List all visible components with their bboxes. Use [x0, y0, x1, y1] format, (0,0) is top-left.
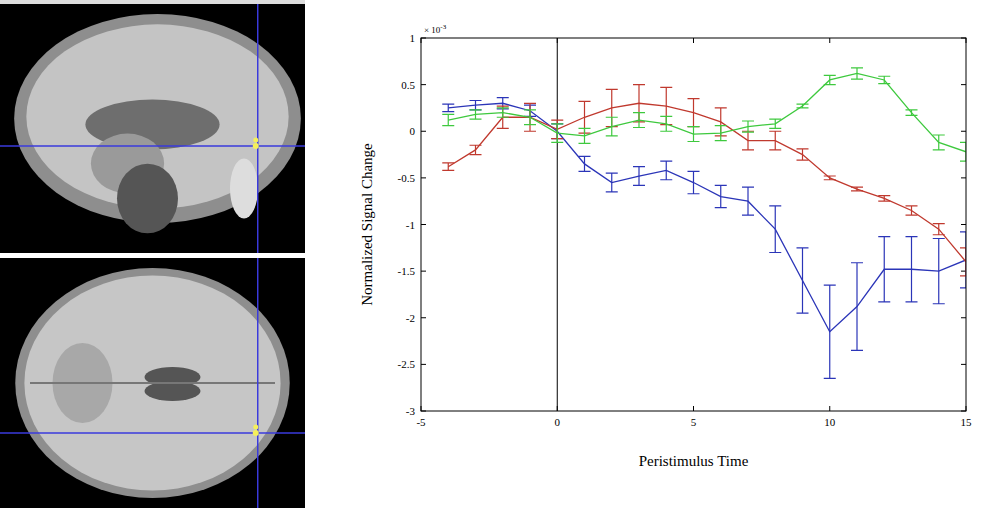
y-tick [421, 317, 426, 318]
error-bar [715, 126, 727, 141]
y-tick-right [961, 224, 966, 225]
error-bar [769, 206, 781, 253]
error-bar [688, 99, 700, 127]
error-bar [606, 117, 618, 136]
y-exponent: × 10-3 [424, 23, 447, 35]
y-tick-label: -2.5 [398, 358, 416, 370]
error-bar [470, 145, 482, 154]
x-tick-top [693, 38, 694, 43]
error-bar [824, 75, 836, 84]
plot-area [421, 38, 966, 411]
error-bar [960, 142, 966, 161]
y-tick-right [961, 84, 966, 85]
x-tick-top [829, 38, 830, 43]
sagittal-slice [0, 4, 305, 253]
error-bar [851, 263, 863, 351]
error-bar [742, 187, 754, 215]
y-tick [421, 84, 426, 85]
reference-line [557, 38, 558, 411]
y-tick-label: 0.5 [401, 79, 415, 91]
error-bar [824, 176, 836, 180]
series-line [448, 103, 966, 262]
error-bar [660, 116, 672, 131]
error-bar [497, 106, 509, 128]
error-bar [579, 156, 591, 171]
error-bar [688, 127, 700, 142]
error-bar [742, 131, 754, 150]
y-axis-title: Normalized Signal Change [359, 143, 375, 306]
error-bar [797, 104, 809, 108]
error-bar [524, 103, 536, 131]
error-bar [906, 110, 918, 116]
y-tick [421, 131, 426, 132]
y-tick-right [961, 364, 966, 365]
data-layer [442, 38, 966, 411]
y-tick [421, 177, 426, 178]
error-bar [851, 68, 863, 79]
x-tick [829, 406, 830, 411]
figure: -5051015-3-2.5-2-1.5-1-0.500.51× 10-3Per… [0, 0, 990, 508]
x-axis-title: Peristimulus Time [639, 453, 749, 469]
error-bar [797, 149, 809, 160]
error-bar [933, 238, 945, 303]
x-tick-label: 0 [555, 416, 561, 428]
error-bar [769, 131, 781, 150]
x-tick-label: 5 [691, 416, 697, 428]
error-bar [470, 110, 482, 119]
y-tick-right [961, 177, 966, 178]
x-tick [693, 406, 694, 411]
error-bar [497, 108, 509, 117]
error-bar [878, 76, 890, 83]
y-tick-label: -1 [406, 219, 415, 231]
error-bar [851, 187, 863, 191]
error-bar [524, 110, 536, 125]
y-tick-label: -1.5 [398, 265, 416, 277]
y-tick [421, 271, 426, 272]
y-exponent-power: -3 [440, 23, 446, 31]
error-bar [470, 100, 482, 109]
plot-frame [421, 38, 966, 411]
y-tick-right [961, 131, 966, 132]
x-tick-label: 15 [961, 416, 973, 428]
error-bar [633, 167, 645, 186]
y-tick [421, 364, 426, 365]
error-bar [579, 128, 591, 143]
error-bar [633, 113, 645, 128]
error-bar [442, 104, 454, 111]
error-bar [906, 237, 918, 302]
axial-slice [0, 258, 305, 508]
error-bar [742, 121, 754, 132]
error-bar [715, 185, 727, 207]
y-tick-right [961, 271, 966, 272]
error-bar [824, 285, 836, 378]
error-bar [769, 119, 781, 128]
y-tick-label: 0 [410, 125, 416, 137]
y-tick-right [961, 317, 966, 318]
error-bar [906, 206, 918, 215]
error-bar [606, 173, 618, 192]
error-bar [551, 124, 563, 143]
x-tick-label: -5 [416, 416, 426, 428]
error-bar [933, 224, 945, 235]
y-tick-label: 1 [410, 32, 416, 44]
y-tick-label: -2 [406, 312, 415, 324]
error-bar [442, 114, 454, 125]
series-line [448, 103, 966, 331]
y-tick-label: -3 [406, 405, 416, 417]
x-tick-label: 10 [824, 416, 836, 428]
error-bar [878, 196, 890, 202]
error-bar [660, 161, 672, 180]
error-bar [688, 171, 700, 193]
error-bar [960, 248, 966, 276]
series-line [448, 73, 966, 151]
y-tick-label: -0.5 [398, 172, 416, 184]
y-exponent-base: × 10 [424, 25, 441, 35]
error-bar [933, 135, 945, 150]
y-tick [421, 224, 426, 225]
error-bar [878, 237, 890, 302]
error-bar [442, 163, 454, 170]
error-bar [797, 248, 809, 313]
